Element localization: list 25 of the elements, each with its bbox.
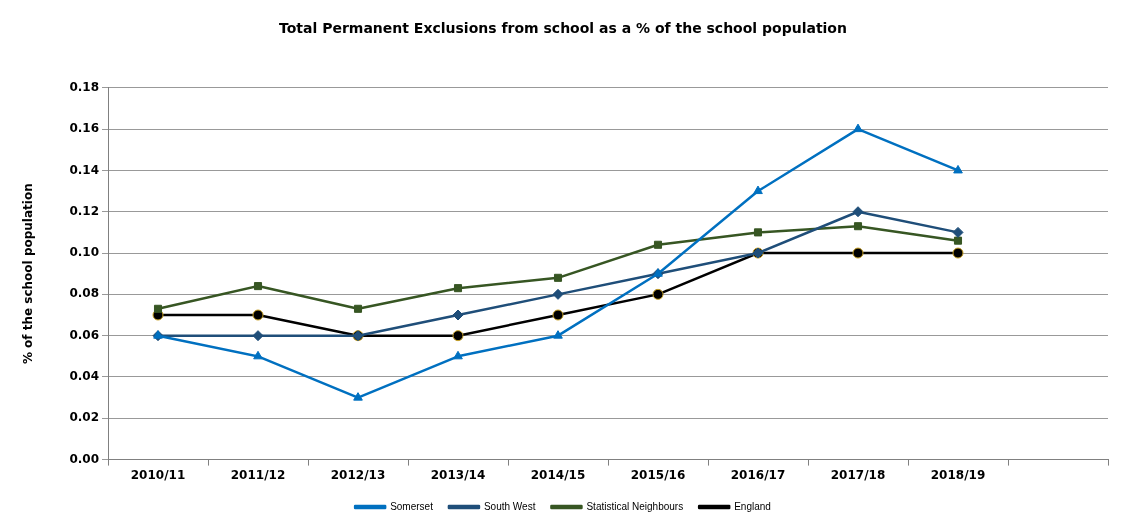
legend-label: Somerset bbox=[390, 500, 434, 512]
y-tick-label: 0.06 bbox=[69, 327, 100, 342]
y-tick-label: 0.16 bbox=[69, 121, 100, 136]
x-tick-label: 2017/18 bbox=[830, 467, 886, 482]
x-tick-label: 2018/19 bbox=[930, 467, 986, 482]
legend-label: Statistical Neighbours bbox=[586, 500, 684, 512]
legend-label: South West bbox=[483, 500, 536, 512]
x-tick-label: 2014/15 bbox=[530, 467, 586, 482]
legend-label: England bbox=[734, 500, 771, 512]
y-tick-label: 0.02 bbox=[69, 410, 100, 425]
y-tick-label: 0.08 bbox=[69, 286, 100, 301]
y-tick-label: 0.14 bbox=[69, 162, 100, 177]
y-axis-title: % of the school population bbox=[21, 183, 36, 365]
y-tick-label: 0.00 bbox=[69, 451, 100, 466]
x-tick-label: 2010/11 bbox=[130, 467, 186, 482]
y-tick-label: 0.18 bbox=[69, 79, 100, 94]
x-tick-label: 2011/12 bbox=[230, 467, 286, 482]
x-tick-label: 2012/13 bbox=[330, 467, 386, 482]
x-tick-label: 2013/14 bbox=[430, 467, 486, 482]
x-tick-label: 2016/17 bbox=[730, 467, 786, 482]
chart-title: Total Permanent Exclusions from school as a % of the school population bbox=[279, 20, 847, 37]
y-tick-label: 0.04 bbox=[69, 369, 100, 384]
x-tick-label: 2015/16 bbox=[630, 467, 686, 482]
y-tick-label: 0.10 bbox=[69, 245, 100, 260]
y-tick-label: 0.12 bbox=[69, 203, 100, 218]
